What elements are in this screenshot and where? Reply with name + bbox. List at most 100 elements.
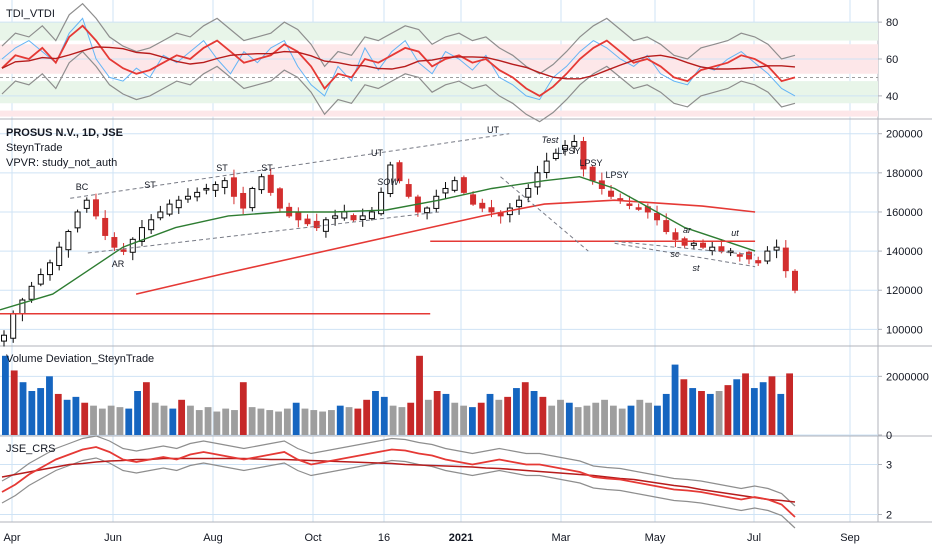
candle-body: [479, 202, 486, 209]
tdi-lower-band: [1, 50, 796, 123]
wyckoff-annotation: sc: [671, 249, 681, 259]
volume-bar: [160, 405, 168, 435]
volume-bar: [521, 382, 529, 435]
candle-body: [157, 211, 164, 219]
candle-body: [276, 188, 283, 209]
candle-body: [470, 194, 477, 205]
volume-bar: [310, 410, 318, 435]
price-pane-subtitle: SteynTrade: [6, 142, 63, 154]
candle-body: [92, 199, 99, 217]
volume-bar: [574, 407, 582, 435]
crs-tick-label: 2: [886, 510, 892, 522]
wyckoff-annotation: BC: [76, 182, 89, 192]
volume-bar: [671, 364, 679, 435]
volume-bar: [195, 410, 203, 435]
volume-bar: [680, 379, 688, 435]
volume-bar: [116, 407, 124, 435]
wyckoff-annotation: UT: [487, 125, 499, 135]
candle-body: [764, 250, 771, 262]
candle-body: [672, 232, 679, 240]
x-tick-label: Mar: [552, 532, 571, 544]
volume-bar: [733, 379, 741, 435]
volume-bar: [398, 407, 406, 435]
volume-bar: [142, 382, 150, 435]
candle-body: [792, 270, 798, 291]
candle-body: [341, 211, 348, 219]
candle-body: [773, 246, 780, 251]
price-tick-label: 200000: [886, 129, 923, 141]
x-tick-label: Apr: [3, 532, 20, 544]
volume-bar: [416, 355, 423, 435]
candle-body: [129, 238, 136, 253]
volume-bar: [742, 373, 749, 435]
price-tick-label: 100000: [886, 324, 923, 336]
volume-bar: [125, 408, 133, 435]
candle-body: [56, 246, 63, 267]
candle-body: [184, 195, 191, 200]
tdi-tick-label: 80: [886, 17, 898, 29]
candle-body: [28, 285, 35, 300]
volume-pane-title: Volume Deviation_SteynTrade: [6, 353, 155, 365]
crs-upper-band: [1, 435, 796, 507]
candle-body: [516, 199, 523, 208]
tdi-zone: [0, 22, 878, 41]
volume-bar: [662, 393, 670, 435]
tdi-rsi-line: [1, 24, 796, 97]
volume-bar: [618, 408, 626, 435]
price-tick-label: 140000: [886, 246, 923, 258]
volume-bar: [266, 410, 274, 435]
candle-body: [221, 180, 228, 188]
volume-bar: [565, 402, 573, 435]
tdi-upper-band: [1, 2, 796, 75]
candle-body: [654, 212, 661, 221]
volume-bar: [319, 411, 327, 435]
volume-bar: [583, 405, 591, 435]
price-tick-label: 180000: [886, 168, 923, 180]
candle-body: [148, 219, 155, 231]
volume-bar: [46, 376, 53, 435]
tdi-pane-title: TDI_VTDI: [6, 8, 55, 20]
volume-bar: [2, 355, 9, 435]
wyckoff-annotation: ST: [216, 163, 228, 173]
tdi-zone: [0, 81, 878, 104]
volume-bar: [19, 382, 27, 435]
candle-body: [359, 215, 366, 220]
x-tick-label: Aug: [203, 532, 223, 544]
volume-bar: [451, 402, 459, 435]
candle-body: [378, 191, 385, 215]
volume-bar: [72, 396, 80, 435]
volume-bar: [28, 391, 36, 435]
crs-tick-label: 3: [886, 460, 892, 472]
crs-pane-title: JSE_CRS: [6, 443, 56, 455]
wyckoff-annotation: ST: [261, 163, 273, 173]
volume-bar: [486, 393, 494, 435]
x-tick-label: Oct: [304, 532, 321, 544]
volume-bar: [372, 391, 379, 435]
crs-lower-band: [1, 457, 796, 529]
candle-body: [396, 162, 403, 182]
candle-body: [589, 166, 596, 182]
volume-bar: [636, 399, 644, 435]
volume-bar: [407, 402, 415, 435]
volume-bar: [363, 399, 371, 435]
candle-body: [727, 250, 734, 254]
volume-bar: [689, 388, 697, 435]
volume-tick-label: 2000000: [886, 371, 929, 383]
volume-bar: [601, 399, 608, 435]
candle-body: [709, 246, 716, 252]
volume-bar: [468, 407, 476, 435]
candle-body: [194, 191, 201, 198]
volume-bar: [187, 405, 194, 435]
volume-bar: [548, 405, 556, 435]
candle-body: [368, 211, 375, 220]
candle-body: [111, 237, 118, 248]
volume-bar: [530, 391, 538, 435]
moving-average-short: [0, 175, 756, 311]
candle-body: [240, 192, 247, 209]
candle-body: [313, 220, 320, 229]
volume-bar: [178, 399, 186, 435]
volume-bar: [204, 407, 212, 435]
candle-body: [543, 160, 550, 173]
tdi-signal-line: [1, 46, 796, 80]
volume-bar: [10, 370, 18, 435]
